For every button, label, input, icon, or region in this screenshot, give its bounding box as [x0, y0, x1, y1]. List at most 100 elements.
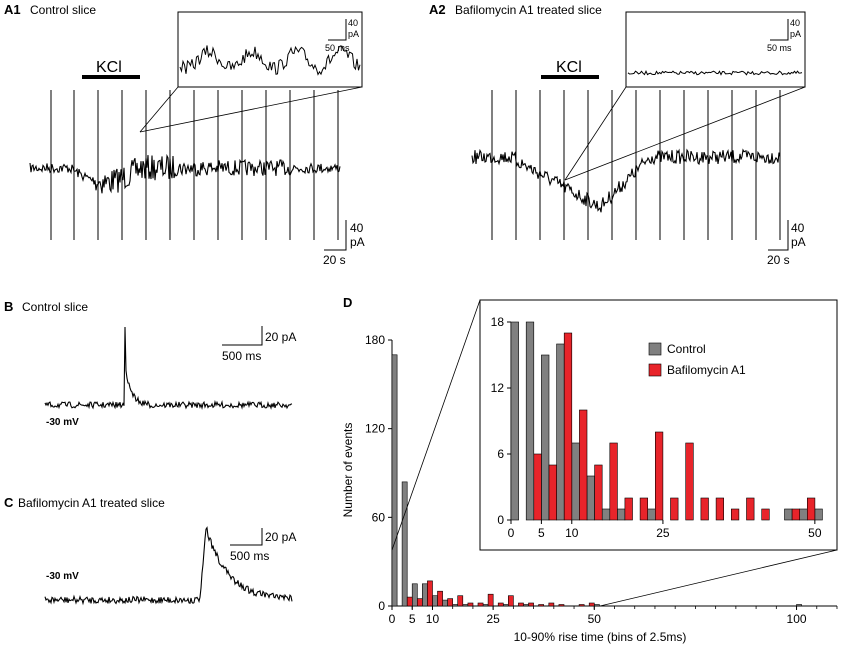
panel-c-scale-pa: 20 pA	[265, 530, 296, 544]
bar-control	[421, 583, 428, 607]
bar-bafilomycin	[558, 604, 565, 607]
bar-bafilomycin	[791, 508, 800, 521]
bar-bafilomycin	[715, 497, 724, 521]
panel-a2-scale-unit: pA	[791, 235, 806, 249]
panel-c-letter: C	[4, 495, 14, 510]
histogram-inset: 0 6 12 18 0 5 10 25 50	[491, 315, 823, 540]
panel-b-scale-pa: 20 pA	[265, 330, 296, 344]
y-tick-label: 18	[491, 315, 505, 329]
bar-bafilomycin	[487, 593, 494, 607]
panel-b-title: Control slice	[22, 300, 88, 314]
bar-control	[796, 604, 802, 607]
panel-a1-scale-bar	[324, 220, 347, 251]
panel-a1-kcl-bar	[82, 75, 140, 79]
panel-c-title: Bafilomycin A1 treated slice	[18, 496, 165, 510]
panel-c-trace	[44, 526, 293, 606]
panel-a1-zoom-line-left	[139, 86, 179, 133]
bar-bafilomycin	[447, 598, 454, 607]
panel-c-scale-time: 500 ms	[230, 549, 269, 563]
bar-bafilomycin	[700, 497, 709, 521]
x-tick-label: 25	[656, 526, 670, 540]
bar-bafilomycin	[518, 602, 524, 607]
panel-a2-zoom-line-left	[564, 86, 627, 181]
legend-label-control: Control	[667, 342, 706, 356]
panel-a2-inset-scale-bar	[770, 19, 789, 41]
bar-control	[616, 508, 626, 521]
panel-a2-scale-pa: 40	[791, 221, 805, 235]
bar-control	[799, 508, 808, 521]
bar-bafilomycin	[609, 442, 618, 521]
y-tick-label: 120	[365, 422, 385, 436]
panel-b-trace	[44, 326, 293, 411]
y-tick-label: 6	[497, 447, 504, 461]
panel-c-scale-bar	[230, 528, 263, 546]
panel-b-letter: B	[4, 299, 13, 314]
panel-a1-inset-box	[177, 11, 363, 88]
bar-bafilomycin	[457, 595, 464, 607]
panel-b-scale-time: 500 ms	[222, 349, 261, 363]
panel-d: D Number of events 10-90% rise time (bin…	[341, 295, 838, 644]
bar-control	[784, 508, 793, 521]
bar-bafilomycin	[594, 464, 603, 521]
panel-a1-inset-trace	[179, 45, 361, 76]
bar-bafilomycin	[654, 431, 664, 521]
x-tick-label: 25	[486, 612, 500, 626]
histogram-x-axis-label: 10-90% rise time (bins of 2.5ms)	[514, 630, 687, 644]
bar-control	[432, 595, 438, 607]
panel-a2-title: Bafilomycin A1 treated slice	[455, 3, 602, 17]
panel-d-letter: D	[343, 295, 352, 310]
y-tick-label: 60	[372, 510, 386, 524]
panel-a2-trace	[471, 148, 781, 213]
panel-c: C Bafilomycin A1 treated slice 20 pA 500…	[4, 495, 296, 606]
bar-bafilomycin	[548, 464, 557, 521]
bar-bafilomycin	[730, 508, 740, 521]
panel-a2-kcl-label: KCl	[556, 59, 582, 76]
panel-a1-scale-time: 20 s	[323, 253, 346, 267]
x-tick-label: 50	[808, 526, 822, 540]
x-tick-label: 10	[565, 526, 579, 540]
legend-swatch-bafilomycin	[648, 363, 662, 377]
panel-a1-inset-scale-bar	[328, 19, 347, 41]
bar-bafilomycin	[548, 602, 555, 607]
y-tick-label: 0	[378, 599, 385, 613]
y-tick-label: 180	[365, 333, 385, 347]
panel-b-holding-potential: -30 mV	[46, 417, 79, 428]
bar-bafilomycin	[578, 604, 585, 607]
panel-a2: A2 Bafilomycin A1 treated slice KCl 40 p…	[429, 2, 806, 267]
bar-control	[452, 604, 459, 607]
x-tick-label: 10	[426, 612, 440, 626]
panel-a1-zoom-line-right	[139, 86, 363, 133]
bar-bafilomycin	[507, 595, 514, 607]
bar-bafilomycin	[806, 497, 816, 521]
x-tick-label: 100	[787, 612, 807, 626]
bar-control	[601, 508, 611, 521]
panel-a1-title: Control slice	[30, 3, 96, 17]
bar-control	[462, 604, 469, 607]
inset-zoom-line-right	[599, 549, 838, 607]
bar-control	[401, 481, 408, 607]
histogram-y-axis-label: Number of events	[341, 423, 355, 518]
bar-bafilomycin	[497, 602, 504, 607]
panel-a2-scale-time: 20 s	[767, 253, 790, 267]
panel-c-holding-potential: -30 mV	[46, 571, 79, 582]
bar-bafilomycin	[639, 497, 648, 521]
panel-a2-scale-bar	[768, 220, 789, 251]
panel-a1-letter: A1	[4, 2, 21, 17]
bar-bafilomycin	[588, 602, 595, 607]
bar-bafilomycin	[685, 442, 694, 521]
panel-a2-kcl-bar	[541, 75, 599, 79]
bar-bafilomycin	[437, 590, 443, 607]
bar-bafilomycin	[563, 332, 573, 521]
bar-bafilomycin	[477, 602, 484, 607]
panel-b: B Control slice 20 pA 500 ms -30 mV	[4, 299, 296, 428]
panel-a2-inset-trace	[627, 69, 803, 76]
inset-zoom-line-left	[391, 299, 481, 551]
bar-control	[525, 321, 535, 521]
x-tick-label: 5	[409, 612, 416, 626]
bar-bafilomycin	[528, 602, 534, 607]
bar-control	[523, 604, 529, 607]
bar-control	[593, 604, 600, 607]
